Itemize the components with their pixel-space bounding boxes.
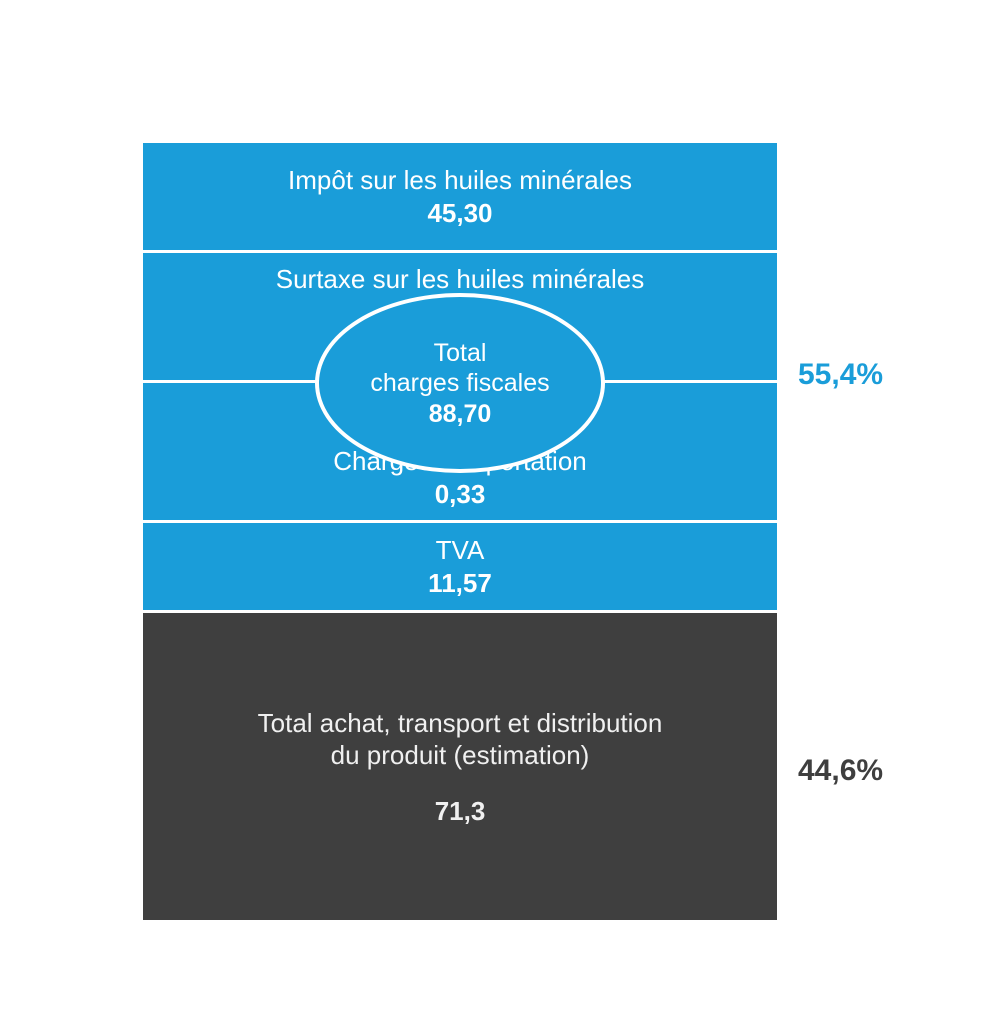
section-value: 11,57 <box>428 568 492 599</box>
section-value: 31,50 <box>427 298 492 329</box>
percentage-fiscal: 55,4% <box>798 140 883 610</box>
section-label: Impôt sur les huiles minérales <box>288 164 632 197</box>
percentage-column: 55,4% 44,6% <box>780 140 883 926</box>
section-label: TVA <box>436 534 485 567</box>
stacked-chart: Impôt sur les huiles minérales 45,30 Sur… <box>140 140 780 926</box>
section-value: 45,30 <box>427 198 492 229</box>
section-value: 71,3 <box>435 796 486 827</box>
section-mineral-oil-surcharge: Surtaxe sur les huiles minérales 31,50 <box>143 253 777 383</box>
section-label: Total achat, transport et distribution d… <box>258 707 663 772</box>
percentage-product: 44,6% <box>798 616 883 926</box>
chart-container: Impôt sur les huiles minérales 45,30 Sur… <box>140 140 883 926</box>
section-import-charges: Charges d'importation 0,33 <box>143 383 777 523</box>
section-value: 0,33 <box>435 479 486 510</box>
section-vat: TVA 11,57 <box>143 523 777 613</box>
section-label: Surtaxe sur les huiles minérales <box>276 263 645 296</box>
section-product-cost: Total achat, transport et distribution d… <box>143 613 777 923</box>
section-mineral-oil-tax: Impôt sur les huiles minérales 45,30 <box>143 143 777 253</box>
section-label: Charges d'importation <box>333 445 587 478</box>
